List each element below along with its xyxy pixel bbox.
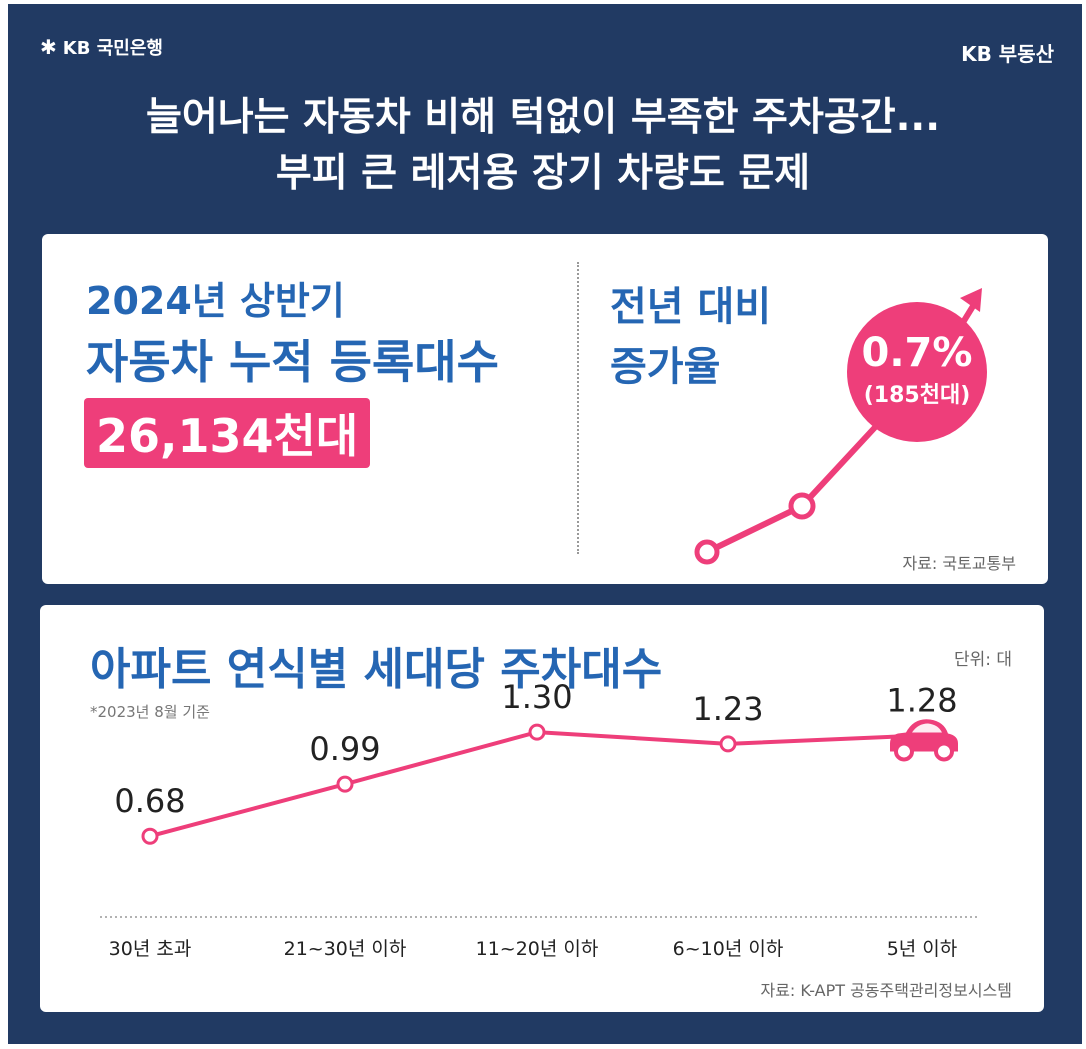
data-label: 0.68 [114,782,185,820]
brand-label: KB 부동산 [961,42,1054,66]
growth-badge [847,302,987,442]
registration-label-1: 2024년 상반기 [86,279,345,323]
category-label: 5년 이하 [887,938,958,960]
data-label: 1.23 [692,690,763,728]
registration-label-2: 자동차 누적 등록대수 [86,335,499,389]
kb-bank-logo: ✱ KB 국민은행 [40,34,163,60]
chart-title: 아파트 연식별 세대당 주차대수 [90,644,663,695]
category-label: 21~30년 이하 [284,938,407,960]
chart-note: *2023년 8월 기준 [90,703,210,721]
headline-part-b: 턱없이 부족한 주차공간... [509,95,941,140]
parking-line-chart: 0.68 30년 초과 0.99 21~30년 이하 1.30 11~20년 이하 1.23… [100,678,980,960]
card-divider [577,262,579,554]
headline-line1: 늘어나는 자동차 비해 턱없이 부족한 주차공간... [0,86,1086,142]
data-point [336,775,354,793]
data-label: 0.99 [309,730,380,768]
headline-part-a: 늘어나는 자동차 비해 [145,95,510,140]
data-point [528,723,546,741]
category-label: 6~10년 이하 [673,938,784,960]
growth-rate: 0.7% [862,330,973,376]
growth-label-1: 전년 대비 [610,284,772,330]
data-point [141,827,159,845]
growth-illustration: 0.7% (185천대) [694,288,987,565]
car-icon [890,719,958,762]
category-label: 11~20년 이하 [476,938,599,960]
registration-source: 자료: 국토교통부 [902,554,1016,573]
kb-star-icon: ✱ [40,35,57,59]
growth-point-1 [694,539,720,565]
data-label: 1.28 [886,681,957,719]
chart-unit: 단위: 대 [953,650,1012,670]
registration-value: 26,134천대 [84,398,371,468]
arrow-head-icon [960,288,982,312]
parking-card: 아파트 연식별 세대당 주차대수 *2023년 8월 기준 단위: 대 0.68… [40,605,1044,1012]
growth-point-2 [788,492,816,520]
headline-line2: 부피 큰 레저용 장기 차량도 문제 [275,151,811,196]
series-line [149,730,923,839]
category-label: 30년 초과 [109,938,192,960]
logo-text: KB 국민은행 [62,38,163,59]
data-label: 1.30 [501,678,572,716]
data-point [719,735,737,753]
growth-label-2: 증가율 [610,344,721,390]
parking-source: 자료: K-APT 공동주택관리정보시스템 [760,981,1012,1000]
growth-count: (185천대) [864,383,971,408]
registration-card: 2024년 상반기 자동차 누적 등록대수 26,134천대 전년 대비 증가율… [42,234,1048,584]
